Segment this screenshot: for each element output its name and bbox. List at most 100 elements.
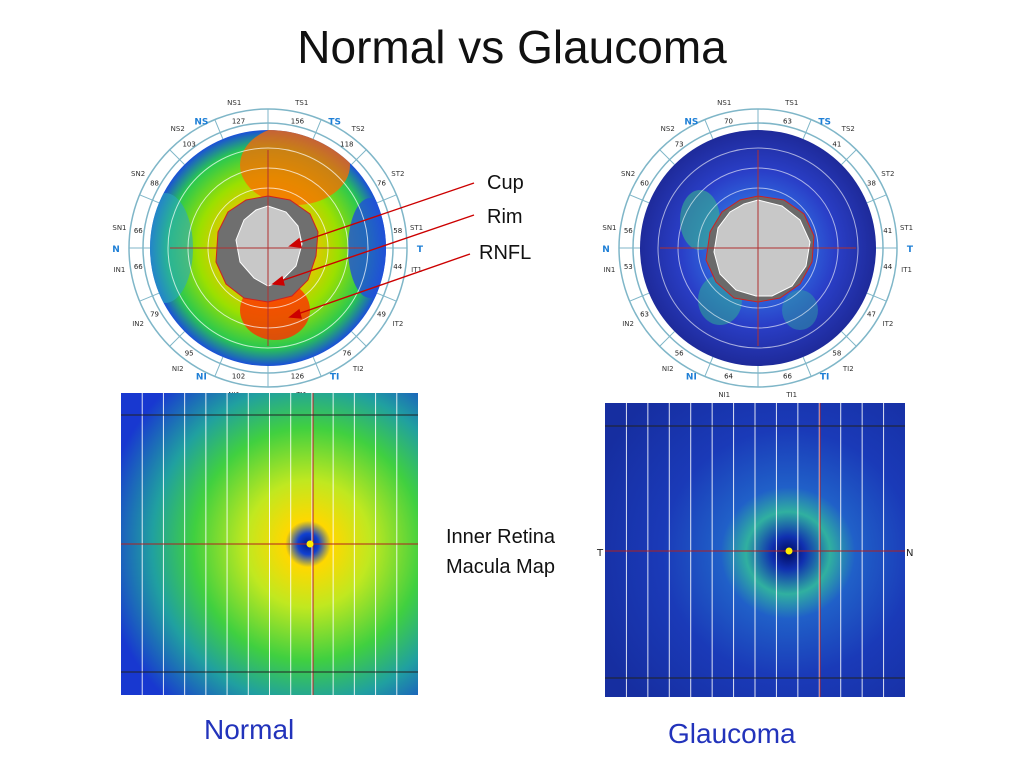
rim-label: Rim [487, 206, 523, 228]
sector-divider [629, 194, 650, 204]
rim-arrowhead [271, 275, 285, 286]
quadrant-label: TS [328, 117, 341, 127]
quadrant-label: N [112, 245, 120, 255]
sector-label: IN2 [132, 320, 144, 328]
sector-divider [169, 331, 185, 347]
sector-divider [866, 292, 887, 302]
sector-value: 47 [867, 311, 876, 319]
sector-value: 63 [783, 117, 792, 125]
quadrant-label: TI [820, 373, 830, 383]
sector-value: 88 [150, 180, 159, 188]
sector-value: 156 [291, 117, 305, 125]
sector-value: 66 [783, 373, 792, 381]
quadrant-label: T [417, 245, 424, 255]
slide-title: Normal vs Glaucoma [297, 21, 727, 73]
annotation-arrows [271, 182, 475, 319]
sector-value: 56 [624, 227, 633, 235]
sector-divider [802, 356, 812, 377]
sector-divider [704, 119, 714, 140]
sector-value: 58 [832, 350, 841, 358]
sector-value: 38 [867, 180, 876, 188]
sector-divider [802, 119, 812, 140]
sector-value: 53 [624, 263, 633, 271]
sector-label: SN1 [112, 224, 126, 232]
sector-label: TS2 [351, 125, 365, 133]
sector-label: SN1 [602, 224, 616, 232]
sector-value: 56 [675, 350, 684, 358]
sector-label: ST2 [881, 170, 894, 178]
sector-value: 60 [640, 180, 649, 188]
sector-divider [351, 149, 367, 165]
rim-arrow [274, 214, 475, 284]
sector-label: IT2 [393, 320, 404, 328]
quadrant-label: N [602, 245, 610, 255]
quadrant-label: NI [196, 373, 207, 383]
sector-divider [841, 149, 857, 165]
sector-divider [312, 356, 322, 377]
normal-caption: Normal [204, 714, 295, 745]
quadrant-label: TI [330, 373, 340, 383]
sector-label: ST2 [391, 170, 404, 178]
sector-value: 44 [393, 263, 402, 271]
sector-divider [866, 194, 887, 204]
macula-label-line2: Macula Map [446, 556, 555, 578]
sector-value: 66 [134, 263, 143, 271]
sector-value: 79 [150, 311, 159, 319]
sector-divider [139, 194, 160, 204]
sector-divider [659, 331, 675, 347]
sector-label: IT2 [883, 320, 894, 328]
sector-value: 126 [291, 373, 305, 381]
sector-label: IN2 [622, 320, 634, 328]
quadrant-label: NS [684, 117, 698, 127]
sector-label: NS1 [227, 99, 241, 107]
sector-value: 127 [232, 117, 245, 125]
sector-value: 49 [377, 311, 386, 319]
sector-label: NI1 [718, 391, 730, 399]
sector-value: 44 [883, 263, 892, 271]
glaucoma-onh-polar-map [618, 108, 898, 388]
sector-divider [169, 149, 185, 165]
rnfl-arrowhead [288, 308, 302, 319]
sector-divider [214, 356, 224, 377]
glaucoma-macula-map: T N [596, 403, 913, 697]
sector-label: ST1 [410, 224, 423, 232]
sector-divider [214, 119, 224, 140]
sector-label: NS2 [661, 125, 675, 133]
sector-label: NS2 [171, 125, 185, 133]
quadrant-label: NS [194, 117, 208, 127]
glaucoma-caption: Glaucoma [668, 718, 796, 749]
sector-label: TI2 [842, 365, 854, 373]
normal-macula-map [121, 393, 418, 695]
sector-value: 70 [724, 117, 733, 125]
sector-divider [659, 149, 675, 165]
sector-value: 41 [832, 140, 841, 148]
sector-divider [351, 331, 367, 347]
sector-value: 73 [675, 140, 684, 148]
sector-label: SN2 [131, 170, 145, 178]
sector-value: 76 [342, 350, 351, 358]
sector-label: ST1 [900, 224, 913, 232]
quadrant-label: TS [818, 117, 831, 127]
sector-divider [376, 194, 397, 204]
sector-divider [139, 292, 160, 302]
sector-label: SN2 [621, 170, 635, 178]
sector-label: TS1 [784, 99, 798, 107]
macula-axis-right: N [906, 548, 913, 559]
sector-label: NS1 [717, 99, 731, 107]
quadrant-label: NI [686, 373, 697, 383]
sector-label: TI2 [352, 365, 364, 373]
sector-label: IN1 [114, 266, 126, 274]
macula-map-label: Inner Retina Macula Map [446, 522, 555, 582]
cup-arrowhead [288, 237, 302, 248]
sector-value: 76 [377, 180, 386, 188]
cup-arrow [291, 182, 475, 246]
sector-label: TI1 [785, 391, 797, 399]
sector-value: 64 [724, 373, 733, 381]
sector-label: NI2 [172, 365, 184, 373]
sector-divider [376, 292, 397, 302]
sector-divider [704, 356, 714, 377]
sector-label: IT1 [901, 266, 912, 274]
sector-value: 63 [640, 311, 649, 319]
sector-label: NI2 [662, 365, 674, 373]
